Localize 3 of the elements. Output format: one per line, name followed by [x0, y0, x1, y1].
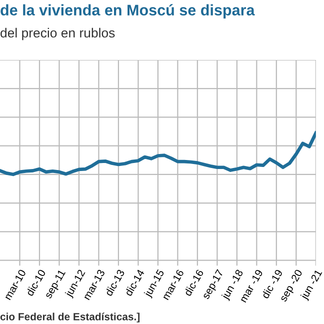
text: cio Federal de Estadísticas.]: [0, 312, 140, 322]
chart-subtitle: del precio en rublos: [0, 28, 115, 40]
chart-title: de la vivienda en Moscú se dispara: [0, 4, 255, 19]
